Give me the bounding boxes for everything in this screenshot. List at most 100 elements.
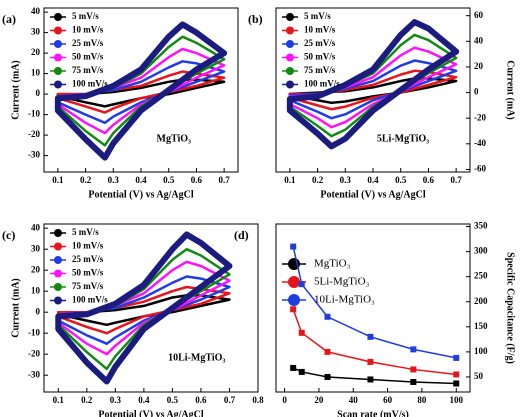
legend-label: 100 mV/s bbox=[72, 295, 108, 305]
legend-marker bbox=[54, 256, 62, 264]
x-tick-label: 0.1 bbox=[52, 175, 64, 185]
y-tick-label: -60 bbox=[474, 164, 486, 174]
capacitance-point bbox=[290, 364, 297, 371]
x-tick-label: 0.7 bbox=[219, 175, 231, 185]
x-tick-label: 0.4 bbox=[138, 395, 150, 405]
legend-label: 25 mV/s bbox=[304, 38, 336, 48]
y-tick-label: 300 bbox=[474, 246, 488, 256]
y-tick-label: 20 bbox=[474, 61, 484, 71]
capacitance-point bbox=[298, 368, 305, 375]
cv-curve bbox=[55, 231, 233, 385]
cv-curve bbox=[288, 46, 458, 129]
y-tick-label: -30 bbox=[28, 369, 40, 379]
y-tick-label: -30 bbox=[28, 150, 40, 160]
y-tick-label: 60 bbox=[474, 10, 484, 20]
legend-marker bbox=[288, 276, 300, 288]
x-tick-label: 20 bbox=[314, 395, 324, 405]
legend-marker bbox=[286, 67, 294, 75]
cv-curve bbox=[57, 260, 231, 356]
x-tick-label: 0.4 bbox=[367, 175, 379, 185]
capacitance-point bbox=[324, 313, 331, 320]
x-tick-label: 0.3 bbox=[108, 175, 120, 185]
x-tick-label: 0.3 bbox=[110, 395, 122, 405]
capacitance-point bbox=[453, 380, 460, 387]
capacitance-point bbox=[410, 346, 417, 353]
cv-curve bbox=[288, 77, 458, 105]
legend-label: 5 mV/s bbox=[304, 11, 331, 21]
legend-marker bbox=[286, 53, 294, 62]
x-axis-title: Potential (V) vs Ag/AgCl bbox=[88, 189, 193, 200]
capacitance-point bbox=[410, 366, 417, 373]
x-tick-label: 0.1 bbox=[284, 175, 296, 185]
x-tick-label: 0.3 bbox=[340, 175, 352, 185]
legend-label: 5 mV/s bbox=[72, 11, 99, 21]
legend-label: 25 mV/s bbox=[72, 38, 104, 48]
y-tick-label: 0 bbox=[36, 306, 41, 316]
y-axis-title: Current (mA) bbox=[10, 278, 21, 338]
legend-marker bbox=[54, 229, 62, 237]
legend-marker bbox=[54, 80, 62, 89]
sample-label: 5Li-MgTiO₃ bbox=[377, 133, 429, 144]
y-tick-label: 30 bbox=[31, 243, 41, 253]
panel-label: (a) bbox=[2, 12, 16, 26]
x-tick-label: 0.6 bbox=[191, 175, 203, 185]
legend-label: 100 mV/s bbox=[72, 79, 108, 89]
capacitance-line bbox=[292, 367, 457, 385]
x-axis-title: Potential (V) vs Ag/AgCl bbox=[98, 409, 203, 417]
y-tick-label: -20 bbox=[28, 348, 40, 358]
x-tick-label: 60 bbox=[383, 395, 393, 405]
legend-marker bbox=[54, 283, 62, 291]
legend-marker bbox=[286, 26, 294, 35]
y-tick-label: -10 bbox=[28, 327, 40, 337]
panel-label: (c) bbox=[2, 228, 15, 242]
legend-label: 5Li-MgTiO₃ bbox=[314, 276, 370, 288]
x-axis-title: Potential (V) vs Ag/AgCl bbox=[320, 189, 425, 200]
capacitance-line bbox=[292, 308, 457, 376]
legend-label: 10 mV/s bbox=[304, 25, 336, 35]
cv-curve bbox=[57, 294, 231, 327]
x-tick-label: 0.2 bbox=[80, 175, 92, 185]
panel-label: (b) bbox=[248, 12, 263, 26]
y-tick-label: -10 bbox=[28, 109, 40, 119]
legend-label: MgTiO₃ bbox=[314, 258, 351, 270]
x-tick-label: 0.2 bbox=[312, 175, 324, 185]
legend-label: 50 mV/s bbox=[72, 268, 104, 278]
cv-curve bbox=[286, 19, 460, 150]
y-tick-label: 40 bbox=[31, 222, 41, 232]
legend-marker bbox=[286, 40, 294, 48]
legend-label: 25 mV/s bbox=[72, 254, 104, 264]
panel-label: (d) bbox=[234, 228, 249, 242]
y-tick-label: 20 bbox=[31, 47, 41, 57]
sample-label: 10Li-MgTiO₃ bbox=[168, 353, 225, 364]
y-tick-label: 20 bbox=[31, 264, 41, 274]
y-tick-label: 150 bbox=[474, 321, 488, 331]
capacitance-point bbox=[367, 376, 374, 383]
y-tick-label: -40 bbox=[474, 138, 486, 148]
y-tick-label: 200 bbox=[474, 296, 488, 306]
x-tick-label: 0.7 bbox=[451, 175, 463, 185]
x-tick-label: 0.1 bbox=[53, 395, 65, 405]
y-tick-label: -20 bbox=[28, 129, 40, 139]
y-tick-label: 50 bbox=[474, 371, 484, 381]
x-tick-label: 0 bbox=[282, 395, 287, 405]
legend-label: 75 mV/s bbox=[72, 65, 104, 75]
sample-label: MgTiO₃ bbox=[157, 133, 191, 144]
capacitance-point bbox=[298, 329, 305, 336]
legend-marker bbox=[54, 296, 62, 305]
y-axis-title: Current (mA) bbox=[10, 60, 21, 120]
legend-label: 10 mV/s bbox=[72, 241, 104, 251]
capacitance-point bbox=[453, 371, 460, 378]
x-tick-label: 0.6 bbox=[423, 175, 435, 185]
plot-frame bbox=[43, 223, 259, 393]
legend-marker bbox=[54, 269, 62, 278]
legend-label: 50 mV/s bbox=[72, 52, 104, 62]
capacitance-point bbox=[324, 373, 331, 380]
x-tick-label: 0.5 bbox=[163, 175, 175, 185]
capacitance-point bbox=[290, 306, 297, 313]
cv-curve bbox=[54, 21, 228, 161]
legend-marker bbox=[54, 40, 62, 48]
y-tick-label: 40 bbox=[31, 6, 41, 16]
legend-marker bbox=[288, 294, 300, 306]
legend-label: 100 mV/s bbox=[304, 79, 340, 89]
